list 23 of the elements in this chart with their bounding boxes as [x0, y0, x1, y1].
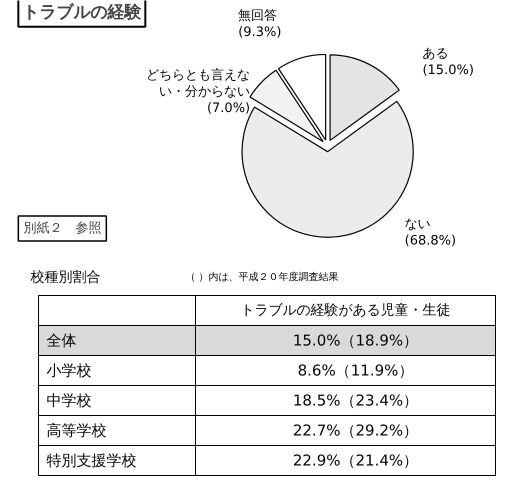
text: 22.9%（21.4%）	[292, 452, 418, 470]
slice-label: どちらとも言えない・分からない	[146, 67, 250, 100]
text: （ ）内は、平成２０年度調査結果	[186, 271, 339, 283]
slice-label: ない	[404, 216, 431, 232]
slice-label: ある	[422, 46, 448, 62]
category-label: 中学校	[46, 392, 92, 410]
slice-label: 無回答	[238, 8, 278, 24]
text: 8.6%（11.9%）	[298, 362, 414, 380]
text: 15.0%（18.9%）	[292, 332, 418, 350]
data-label: (68.8%)	[404, 233, 456, 248]
text: 18.5%（23.4%）	[292, 392, 418, 410]
text: 別紙２ 参照	[23, 220, 102, 236]
category-label: 特別支援学校	[46, 452, 136, 470]
data-label: (7.0%)	[206, 101, 250, 116]
text: トラブルの経験がある児童・生徒	[240, 302, 450, 318]
text: 校種別割合	[30, 270, 100, 286]
category-label: 小学校	[46, 362, 92, 380]
category-label: 全体	[46, 332, 76, 350]
text: 22.7%（29.2%）	[292, 422, 418, 440]
category-label: 高等学校	[46, 422, 106, 440]
data-label: (15.0%)	[422, 63, 474, 78]
data-label: (9.3%)	[238, 25, 282, 40]
chart-title: トラブルの経験	[22, 2, 142, 23]
